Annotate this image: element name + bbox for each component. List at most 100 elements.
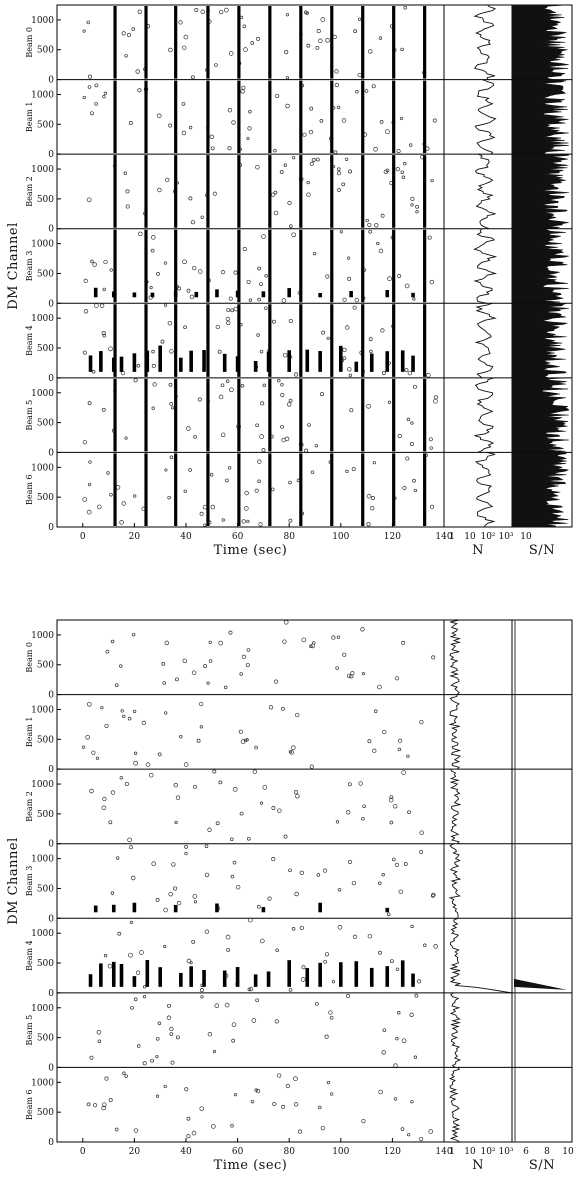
candidate-point [183, 762, 189, 767]
candidate-point [182, 45, 187, 50]
candidate-point [280, 392, 285, 398]
candidate-point [430, 893, 435, 898]
candidate-point [133, 751, 138, 755]
candidate-point [94, 303, 99, 308]
candidate-points [86, 154, 434, 229]
low-dm-event [145, 350, 150, 372]
beam-row: Beam 2 0 500 1000 [25, 153, 572, 235]
candidate-point [259, 349, 264, 354]
candidate-point [341, 118, 347, 123]
candidate-point [240, 739, 246, 744]
candidate-point [282, 639, 287, 644]
candidate-points [86, 1071, 433, 1142]
candidate-point [395, 1037, 399, 1041]
candidate-point [204, 844, 209, 849]
beam-label: Beam 3 [25, 866, 34, 897]
histogram-n-frame [443, 619, 513, 1143]
candidate-point [352, 305, 357, 310]
candidate-point [151, 349, 155, 354]
y-tick-label: 500 [37, 959, 54, 969]
candidate-point [151, 235, 156, 240]
candidate-point [387, 400, 392, 404]
candidate-point [210, 504, 216, 510]
beam-label: Beam 0 [25, 642, 34, 673]
candidate-point [288, 398, 293, 403]
sn-axis-title: S/N [529, 543, 555, 558]
candidate-point [406, 754, 410, 758]
candidate-point [230, 874, 235, 879]
candidate-point [151, 363, 156, 368]
candidate-point [224, 478, 229, 483]
candidate-point [297, 1129, 303, 1134]
candidate-point [131, 27, 136, 31]
candidate-point [152, 382, 157, 387]
candidate-point [225, 934, 231, 940]
candidate-point [372, 461, 376, 465]
candidate-point [324, 1034, 329, 1039]
candidate-point [101, 1105, 106, 1111]
candidate-point [397, 747, 402, 752]
x-tick-label: 120 [384, 1147, 401, 1157]
low-dm-event [215, 903, 219, 913]
candidate-point [407, 370, 412, 376]
candidate-point [367, 933, 373, 939]
y-axis-title: DM Channel [6, 837, 21, 925]
candidate-point [407, 810, 411, 815]
candidate-point [388, 797, 394, 803]
candidate-point [306, 43, 311, 48]
candidate-point [124, 781, 129, 787]
sn-histogram-fill [511, 303, 569, 379]
candidate-point [264, 274, 268, 278]
candidate-point [345, 325, 350, 330]
candidate-point [186, 958, 192, 964]
candidate-point [224, 1002, 230, 1008]
candidate-point [89, 1055, 94, 1060]
candidate-point [397, 433, 402, 439]
candidate-point [267, 896, 272, 901]
candidate-points [81, 701, 424, 769]
candidate-point [396, 149, 401, 154]
candidate-point [142, 995, 147, 999]
candidate-point [320, 1125, 325, 1131]
candidate-point [214, 63, 218, 67]
candidate-point [155, 1055, 159, 1059]
candidate-point [136, 1044, 141, 1048]
candidate-point [165, 177, 170, 183]
candidate-point [358, 781, 363, 786]
y-tick-label: 500 [37, 120, 54, 130]
candidate-point [169, 455, 174, 460]
beam-row: Beam 5 0 500 1000 [25, 377, 572, 458]
candidate-point [163, 1084, 167, 1089]
candidate-point [130, 1005, 134, 1010]
candidate-point [239, 672, 243, 676]
candidate-point [347, 367, 352, 372]
candidate-point [380, 328, 385, 333]
candidate-point [104, 723, 109, 728]
candidate-point [368, 337, 373, 342]
candidate-point [228, 51, 234, 56]
candidate-point [281, 1104, 286, 1109]
candidate-points [82, 378, 438, 453]
candidate-point [273, 190, 278, 195]
low-dm-event [111, 961, 116, 987]
x-tick-label: 20 [129, 1147, 141, 1157]
candidate-point [223, 685, 228, 690]
candidate-point [241, 654, 247, 660]
beam-label: Beam 3 [25, 251, 34, 282]
x-tick-label: 100 [332, 532, 349, 542]
candidate-point [314, 444, 318, 448]
candidate-point [156, 113, 162, 119]
candidate-point [97, 504, 102, 510]
y-axis-title: DM Channel [6, 222, 21, 310]
candidate-point [367, 739, 372, 744]
candidate-point [101, 407, 106, 412]
candidate-point [377, 684, 382, 690]
candidate-point [129, 920, 134, 924]
candidate-point [412, 297, 416, 301]
candidate-point [262, 383, 267, 388]
n-histogram-line [449, 992, 462, 1068]
candidate-point [82, 29, 86, 33]
candidate-point [82, 95, 86, 100]
candidate-point [110, 639, 115, 644]
candidate-point [312, 251, 317, 256]
